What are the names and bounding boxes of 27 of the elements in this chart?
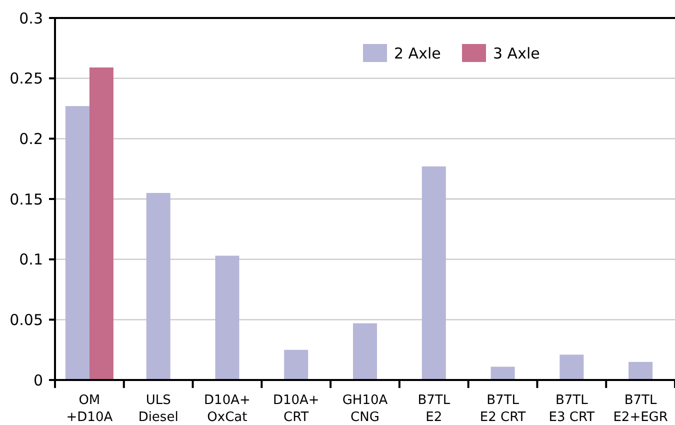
y-tick-label: 0 <box>33 371 43 390</box>
bar <box>215 256 240 380</box>
x-tick-label: D10A+ CRT <box>272 393 320 425</box>
x-tick-label: B7TL E2 <box>418 393 451 425</box>
bar <box>560 354 584 380</box>
bar <box>89 67 114 380</box>
bar <box>284 350 308 380</box>
bar <box>628 362 653 380</box>
x-tick-label: B7TL E2+EGR <box>613 393 668 425</box>
x-tick-label: B7TL E2 CRT <box>480 393 526 425</box>
y-tick-label: 0.1 <box>19 250 43 269</box>
x-tick-label: D10A+ OxCat <box>204 393 250 425</box>
x-tick-label: OM +D10A <box>66 393 113 425</box>
legend-label: 3 Axle <box>493 44 540 62</box>
y-tick-label: 0.05 <box>10 310 43 329</box>
bar <box>422 166 446 380</box>
x-tick-label: GH10A CNG <box>342 393 388 425</box>
x-tick-label: ULS Diesel <box>138 393 178 425</box>
y-tick-label: 0.2 <box>19 130 43 148</box>
x-tick-label: B7TL E3 CRT <box>548 393 595 425</box>
y-tick-label: 0.3 <box>19 9 43 28</box>
bar <box>146 192 170 380</box>
bar <box>353 323 377 380</box>
bar <box>490 366 515 380</box>
y-tick-label: 0.25 <box>10 70 43 88</box>
y-tick-label: 0.15 <box>10 190 43 208</box>
legend-label: 2 Axle <box>394 44 441 62</box>
